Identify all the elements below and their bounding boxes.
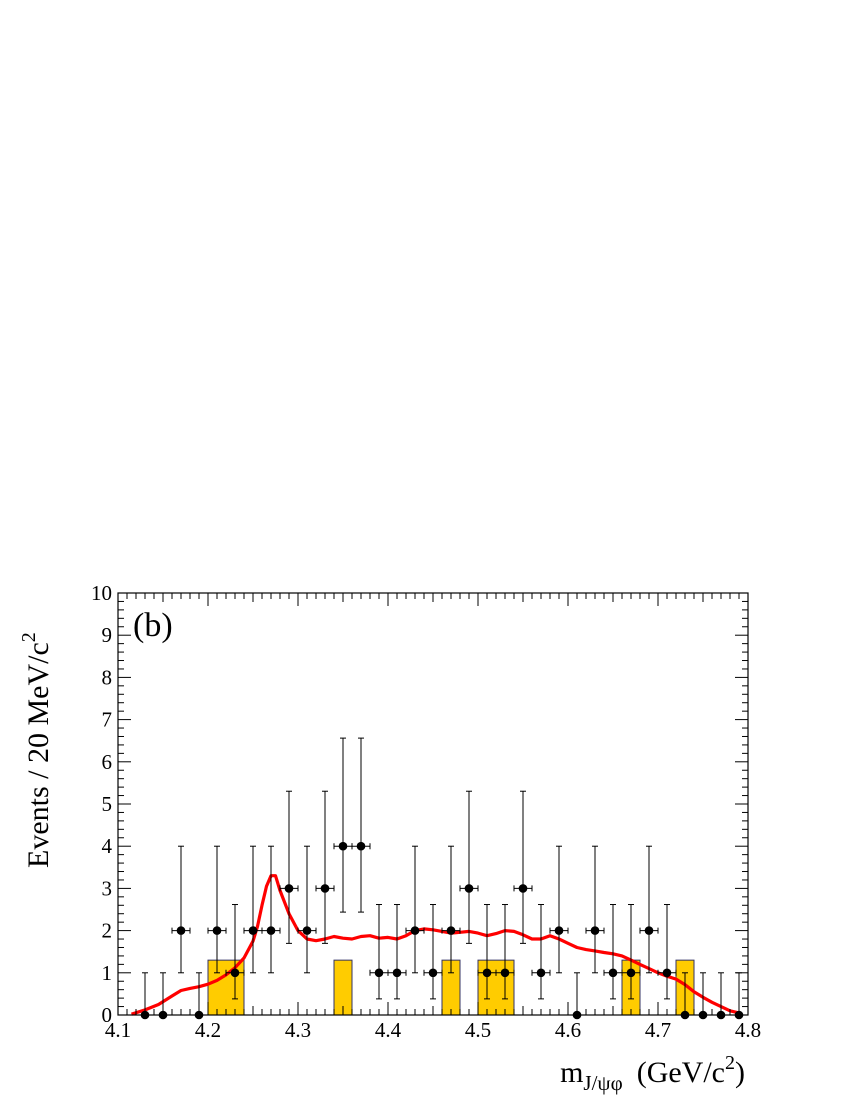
data-point [446, 926, 456, 935]
background-bar [207, 959, 245, 1016]
data-point [266, 926, 276, 935]
data-point [212, 926, 222, 935]
data-point [482, 968, 492, 978]
x-tick-label: 4.3 [285, 1018, 311, 1042]
background-bar [477, 959, 515, 1016]
data-points [140, 841, 744, 1020]
y-tick-label: 2 [102, 919, 113, 943]
data-point [392, 968, 402, 978]
panel-label: (b) [133, 607, 173, 644]
y-tick-label: 1 [102, 961, 113, 985]
data-point [302, 926, 312, 935]
data-point [518, 884, 528, 893]
y-tick-label: 6 [102, 750, 113, 774]
x-tick-label: 4.7 [645, 1018, 671, 1042]
data-point [608, 968, 618, 978]
axis-ticks [117, 592, 749, 1016]
y-axis-title: Events / 20 MeV/c2 [18, 632, 55, 868]
data-point [644, 926, 654, 935]
x-tick-label: 4.1 [105, 1018, 131, 1042]
data-point [248, 926, 258, 935]
data-point [590, 926, 600, 935]
data-point [176, 926, 186, 935]
data-point [374, 968, 384, 978]
y-tick-label: 8 [102, 665, 113, 689]
data-point [230, 968, 240, 978]
x-tick-label: 4.8 [735, 1018, 761, 1042]
data-point [356, 841, 366, 851]
x-axis-title: mJ/ψφ (GeV/c2) [560, 1052, 745, 1095]
y-tick-label: 9 [102, 623, 113, 647]
x-tick-label: 4.4 [375, 1018, 402, 1042]
data-point [320, 884, 330, 893]
data-point [626, 968, 636, 978]
background-histogram [207, 959, 695, 1016]
x-tick-label: 4.2 [195, 1018, 221, 1042]
data-point [338, 841, 348, 851]
data-point [536, 968, 546, 978]
data-point [284, 884, 294, 893]
x-tick-labels: 4.1 4.2 4.3 4.4 4.5 4.6 4.7 4.8 [105, 1018, 761, 1042]
y-tick-labels: 0 1 2 3 4 5 6 7 8 9 10 [91, 581, 113, 1027]
y-tick-label: 4 [102, 834, 113, 858]
error-bars [142, 737, 742, 1015]
data-point [410, 926, 420, 935]
data-point [464, 884, 474, 893]
y-tick-label: 10 [91, 581, 112, 605]
data-point [500, 968, 510, 978]
y-tick-label: 0 [102, 1003, 113, 1027]
x-tick-label: 4.5 [465, 1018, 491, 1042]
x-tick-label: 4.6 [555, 1018, 581, 1042]
y-tick-label: 7 [102, 708, 113, 732]
data-point [428, 968, 438, 978]
fit-curve-layer [131, 874, 740, 1016]
fit-curve [131, 874, 740, 1016]
y-tick-label: 5 [102, 792, 113, 816]
data-point [662, 968, 672, 978]
data-point [554, 926, 564, 935]
y-tick-label: 3 [102, 876, 113, 900]
